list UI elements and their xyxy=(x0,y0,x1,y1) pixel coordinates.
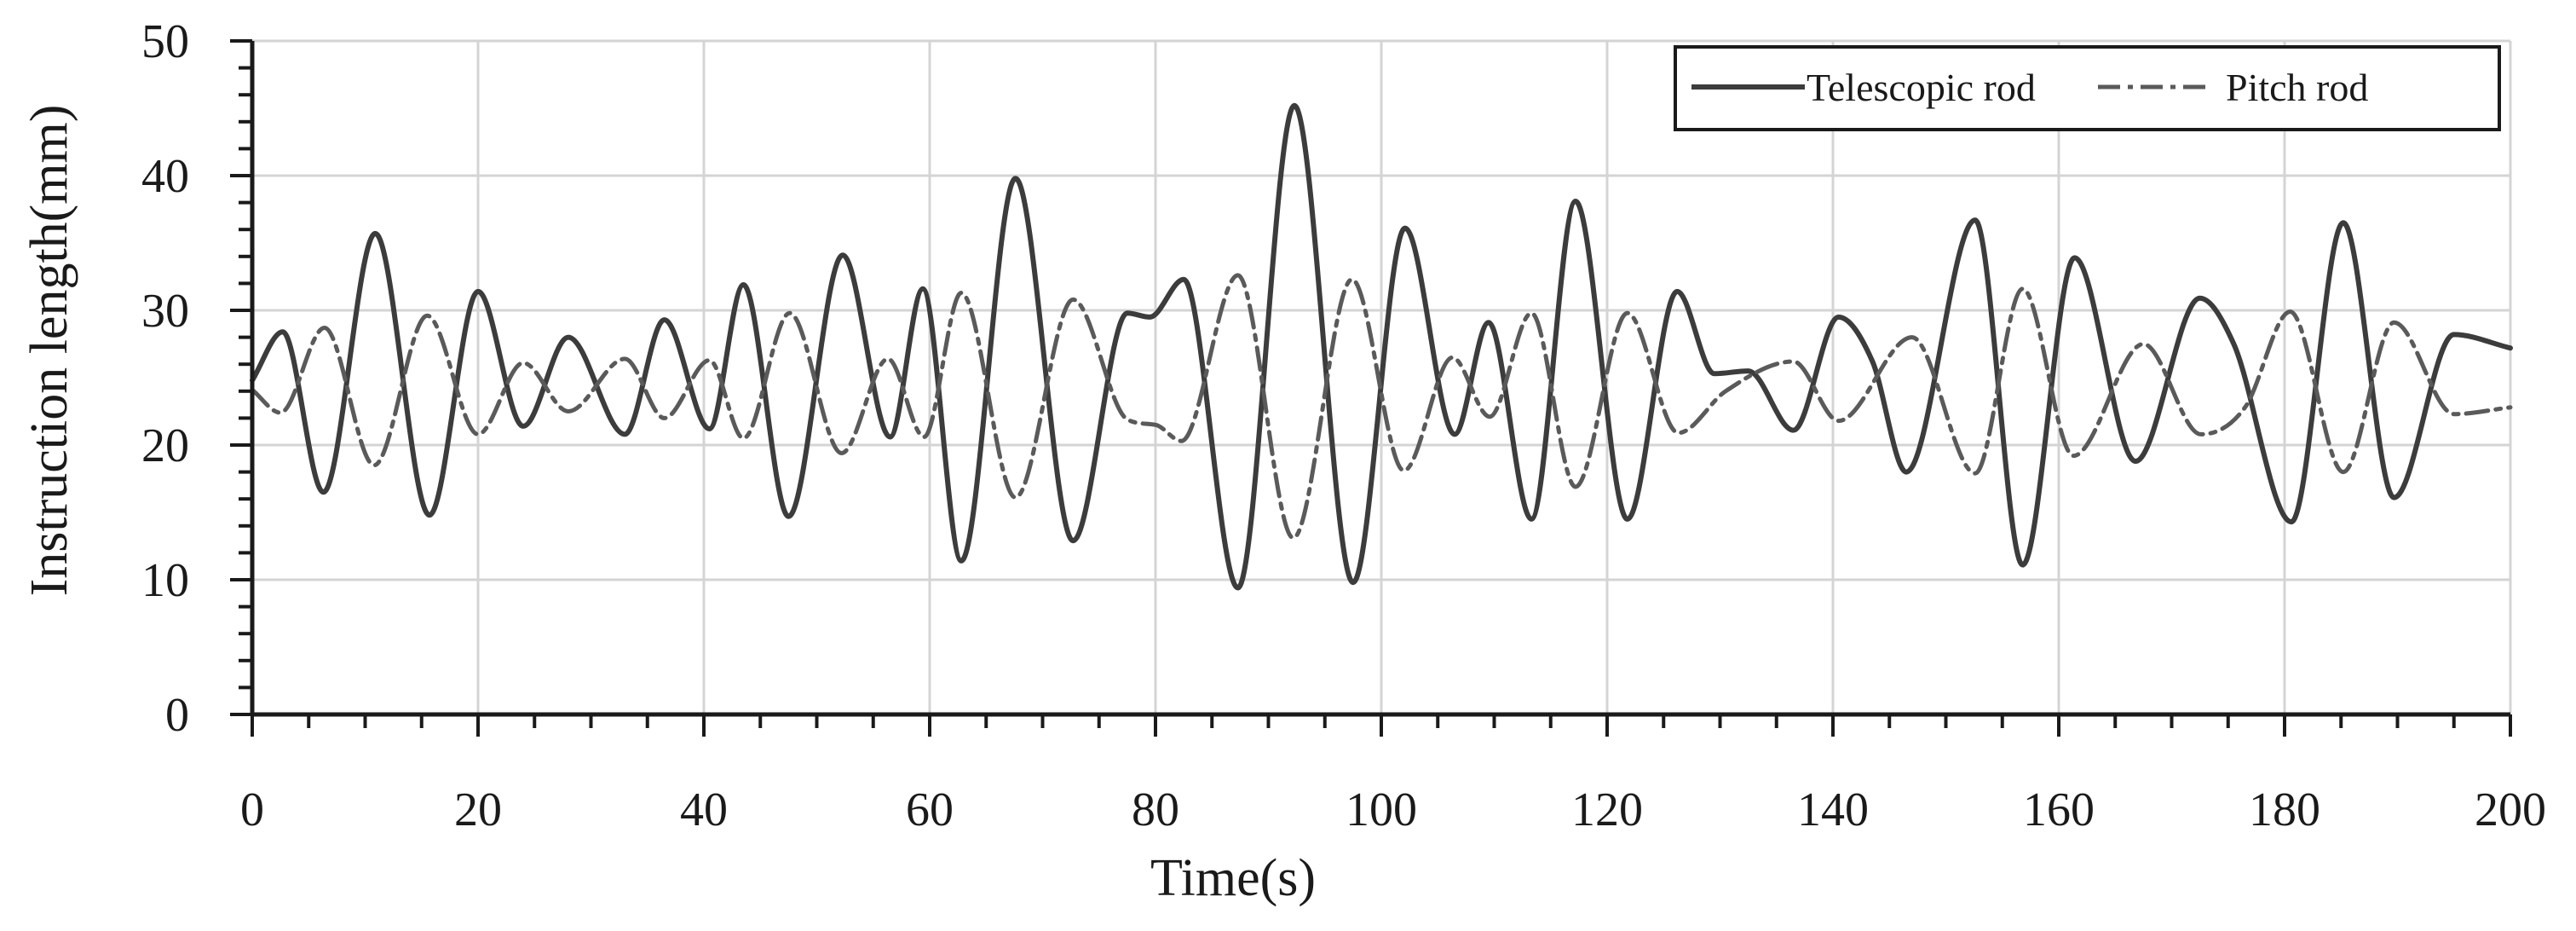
y-axis-title: Instruction length(mm) xyxy=(20,105,78,597)
x-tick-label: 160 xyxy=(2023,784,2095,836)
y-tick-label: 10 xyxy=(141,554,189,607)
x-tick-label: 100 xyxy=(1346,784,1417,836)
x-tick-label: 140 xyxy=(1797,784,1869,836)
x-tick-label: 40 xyxy=(680,784,728,836)
y-tick-label: 50 xyxy=(141,15,189,68)
y-tick-label: 20 xyxy=(141,419,189,472)
legend-label-pitch-rod: Pitch rod xyxy=(2226,66,2368,109)
y-tick-label: 30 xyxy=(141,285,189,338)
x-tick-label: 180 xyxy=(2249,784,2320,836)
legend-label-telescopic-rod: Telescopic rod xyxy=(1807,66,2036,109)
x-tick-label: 0 xyxy=(240,784,264,836)
x-tick-label: 20 xyxy=(454,784,502,836)
legend-box xyxy=(1674,45,2501,131)
series-line-pitch-rod xyxy=(250,273,2513,541)
series-line-telescopic-rod xyxy=(250,102,2513,591)
x-tick-label: 200 xyxy=(2475,784,2546,836)
x-axis-title: Time(s) xyxy=(1150,849,1316,907)
y-tick-label: 40 xyxy=(141,150,189,203)
x-tick-label: 60 xyxy=(906,784,954,836)
x-tick-label: 80 xyxy=(1132,784,1179,836)
x-tick-label: 120 xyxy=(1571,784,1643,836)
grid xyxy=(252,39,2512,714)
legend: Telescopic rod Pitch rod xyxy=(1674,45,2501,131)
ticks: 0 20 40 60 80 100 120 140 160 180 200 0 10 20 30 40 50 xyxy=(141,15,2546,836)
series-layer xyxy=(250,102,2513,591)
y-tick-label: 0 xyxy=(165,689,189,742)
